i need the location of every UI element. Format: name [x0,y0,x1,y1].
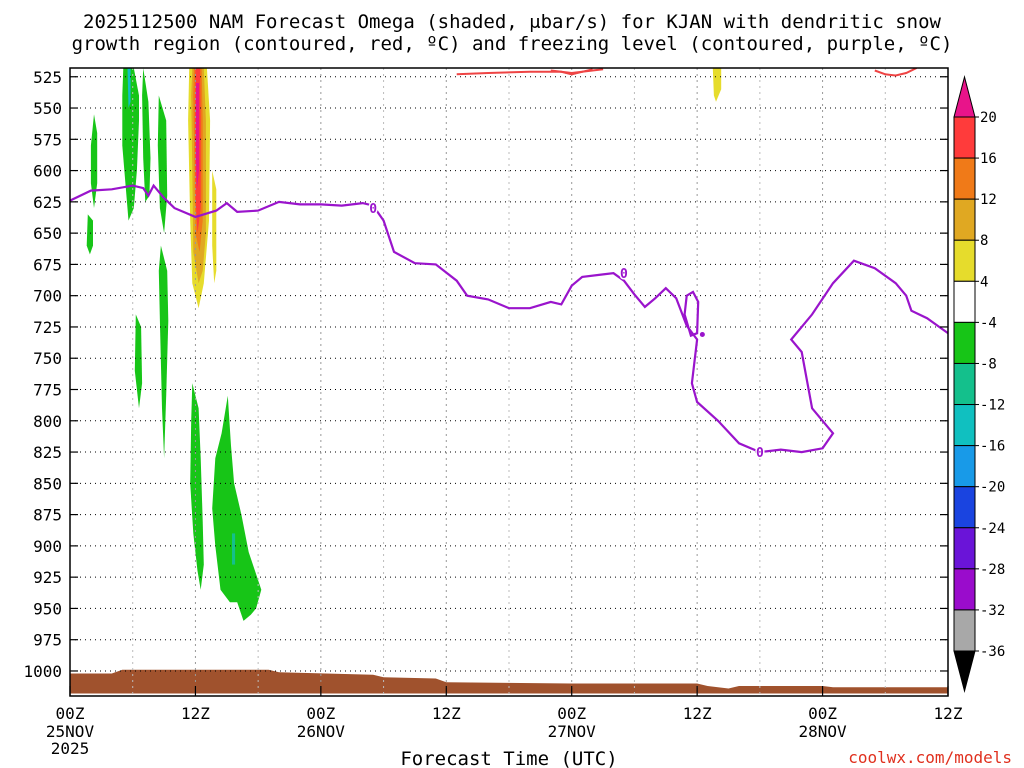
colorbar-label: 20 [980,110,997,126]
omega-region-3 [122,68,139,221]
freezing-level-line [70,183,948,454]
colorbar-segment [953,568,976,611]
colorbar-segment [953,116,976,159]
plot-frame [69,67,949,697]
freezing-contour-label: 0 [756,446,764,461]
freezing-level-dot [699,331,705,337]
y-tick-label: 925 [33,568,62,587]
colorbar-label: -8 [980,356,997,372]
omega-region-1 [90,114,98,209]
colorbar-label: -28 [980,562,1005,578]
credit-link[interactable]: coolwx.com/models [848,748,1012,767]
y-tick-label: 975 [33,631,62,650]
y-tick-label: 550 [33,99,62,118]
y-tick-label: 575 [33,130,62,149]
title-line-2: growth region (contoured, red, ºC) and f… [72,33,953,55]
colorbar-segment [953,321,976,364]
x-tick-date: 27NOV [548,722,597,741]
omega-region-9 [212,395,262,621]
omega-region-7 [134,314,143,409]
colorbar-segment [953,527,976,570]
omega-region-16 [196,83,200,190]
omega-region-18 [232,533,236,565]
colorbar-label: 8 [980,233,988,249]
x-tick-date: 26NOV [297,722,346,741]
terrain-fill [70,669,948,694]
x-tick-label: 12Z [181,704,210,723]
x-tick-label: 00Z [808,704,837,723]
grid-lines [70,68,948,696]
omega-region-5 [157,95,168,234]
dgz-contour-2 [550,68,604,75]
x-tick-label: 12Z [683,704,712,723]
colorbar-label: -20 [980,480,1005,496]
x-tick-label: 00Z [306,704,335,723]
colorbar-label: -16 [980,439,1005,455]
y-tick-label: 700 [33,287,62,306]
terrain [70,669,948,694]
contours: 0 0 0 [70,68,948,463]
chart-title: 2025112500 NAM Forecast Omega (shaded, μ… [72,11,953,55]
omega-region-11 [212,170,217,284]
y-tick-label: 675 [33,255,62,274]
x-tick-date: 28NOV [798,722,847,741]
omega-region-4 [142,68,151,202]
omega-region-17 [127,68,131,108]
x-tick-date: 25NOV [46,722,95,741]
y-tick-label: 875 [33,506,62,525]
colorbar-label: -4 [980,315,997,331]
colorbar-segment [953,609,976,652]
freezing-contour-label: 0 [369,202,377,217]
y-tick-label: 900 [33,537,62,556]
x-tick-year: 2025 [51,739,90,758]
colorbar-segment [953,404,976,447]
omega-region-12 [712,68,722,102]
x-tick-label: 00Z [557,704,586,723]
colorbar-bottom-arrow [953,650,976,693]
colorbar-segment [953,362,976,406]
y-tick-label: 850 [33,474,62,493]
y-tick-label: 950 [33,599,62,618]
colorbar-segment [953,445,976,488]
colorbar-label: 16 [980,151,997,167]
x-tick-label: 12Z [934,704,963,723]
y-tick-label: 750 [33,349,62,368]
freezing-contour-label: 0 [620,267,628,282]
colorbar-segment [953,280,976,323]
y-tick-label: 525 [33,68,62,87]
dgz-contour-3 [874,68,918,77]
omega-region-8 [190,383,204,590]
x-tick-label: 00Z [56,704,85,723]
colorbar-label: -12 [980,398,1005,414]
colorbar-label: -24 [980,521,1005,537]
colorbar-segment [953,486,976,529]
omega-shading [86,68,722,621]
omega-region-6 [158,245,169,459]
y-tick-label: 800 [33,412,62,431]
y-tick-label: 625 [33,193,62,212]
y-tick-label: 650 [33,224,62,243]
colorbar-label: -36 [980,644,1005,660]
y-tick-label: 1000 [23,662,62,681]
freezing-level-loop [683,290,700,338]
colorbar-label: 12 [980,192,997,208]
title-line-1: 2025112500 NAM Forecast Omega (shaded, μ… [83,11,941,33]
colorbar-segment [953,198,976,241]
colorbar-label: 4 [980,274,988,290]
y-tick-label: 775 [33,381,62,400]
x-axis-label: Forecast Time (UTC) [400,748,617,768]
y-tick-label: 725 [33,318,62,337]
colorbar-label: -32 [980,603,1005,619]
y-tick-label: 600 [33,162,62,181]
y-axis: 525 550 575 600 625 650 675 700 725 750 775 800 825 8… [23,68,948,681]
colorbar-top-arrow [953,75,976,118]
omega-region-2 [86,214,93,255]
colorbar-segment [953,157,976,200]
colorbar-segment [953,239,976,282]
x-tick-label: 12Z [432,704,461,723]
y-tick-label: 825 [33,443,62,462]
colorbar: 20 16 12 8 4 -4 -8 -12 -16 -20 -24 -28 -32 -36 [953,75,1005,693]
